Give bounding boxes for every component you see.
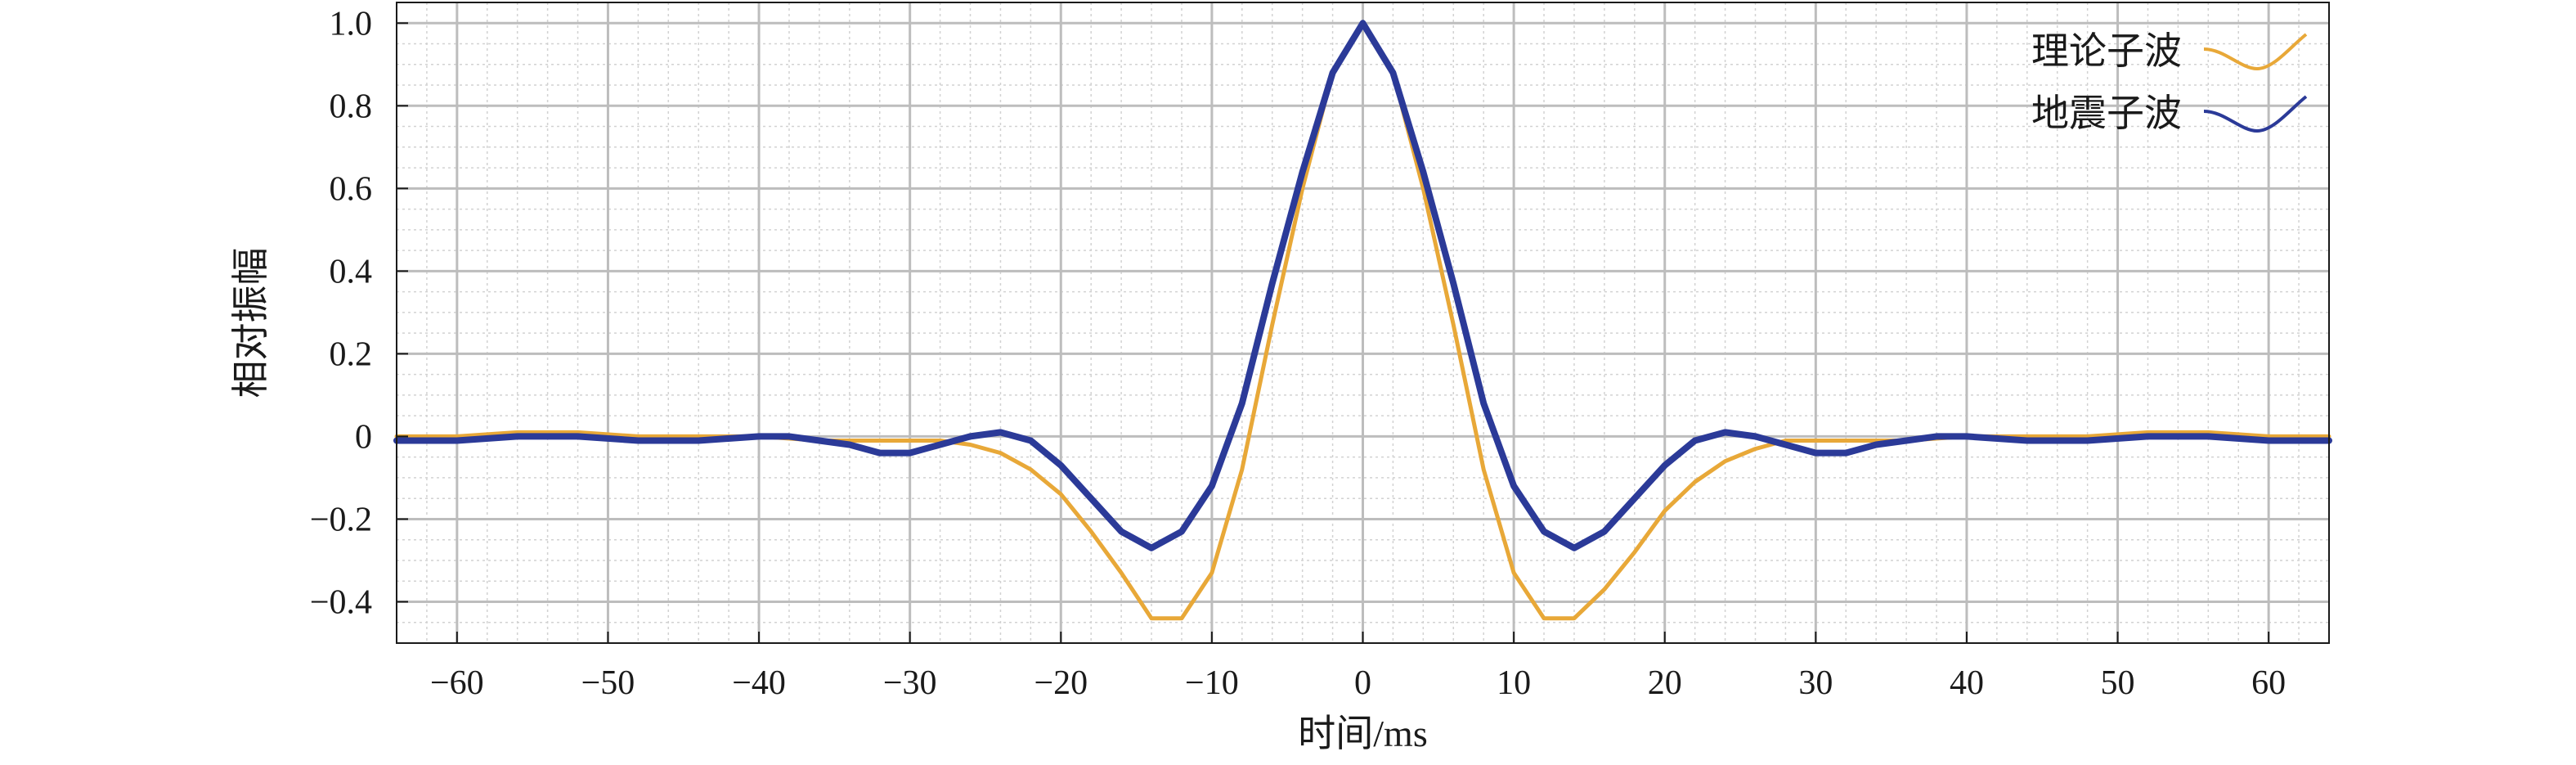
x-tick-label: 30 [1798, 664, 1833, 702]
x-tick-label: −60 [430, 664, 484, 702]
y-tick-label: −0.2 [310, 501, 372, 538]
y-tick-label: 0 [355, 418, 372, 456]
x-tick-label: −50 [581, 664, 635, 702]
series-layer [393, 20, 2332, 621]
x-tick-label: 10 [1497, 664, 1531, 702]
y-tick-label: 0.8 [330, 88, 373, 125]
y-tick-label: 0.2 [330, 335, 373, 373]
legend-swatch-2 [2203, 95, 2308, 133]
tick-layer: −60 −50 −40 −30 −20 −10 0 10 20 30 40 50 60 1.0 0.8 0.6… [310, 5, 2286, 702]
x-tick-label: −10 [1185, 664, 1239, 702]
x-tick-label: −20 [1034, 664, 1088, 702]
legend-label-1: 理论子波 [2031, 30, 2182, 72]
y-tick-label: 0.6 [330, 170, 373, 208]
x-tick-label: 0 [1354, 664, 1371, 702]
y-axis-title: 相对振幅 [230, 248, 272, 398]
x-tick-label: −40 [732, 664, 786, 702]
series-line-2 [393, 20, 2332, 551]
x-axis-title: 时间/ms [1298, 713, 1427, 754]
legend-label-2: 地震子波 [2031, 92, 2182, 134]
x-tick-label: 40 [1950, 664, 1984, 702]
y-tick-label: −0.4 [310, 583, 372, 621]
y-tick-label: 0.4 [330, 253, 373, 290]
x-tick-label: 20 [1648, 664, 1682, 702]
x-tick-label: 60 [2251, 664, 2286, 702]
legend-swatch-1 [2203, 33, 2308, 71]
y-tick-label: 1.0 [330, 5, 373, 43]
x-tick-label: 50 [2101, 664, 2135, 702]
x-tick-label: −30 [883, 664, 937, 702]
